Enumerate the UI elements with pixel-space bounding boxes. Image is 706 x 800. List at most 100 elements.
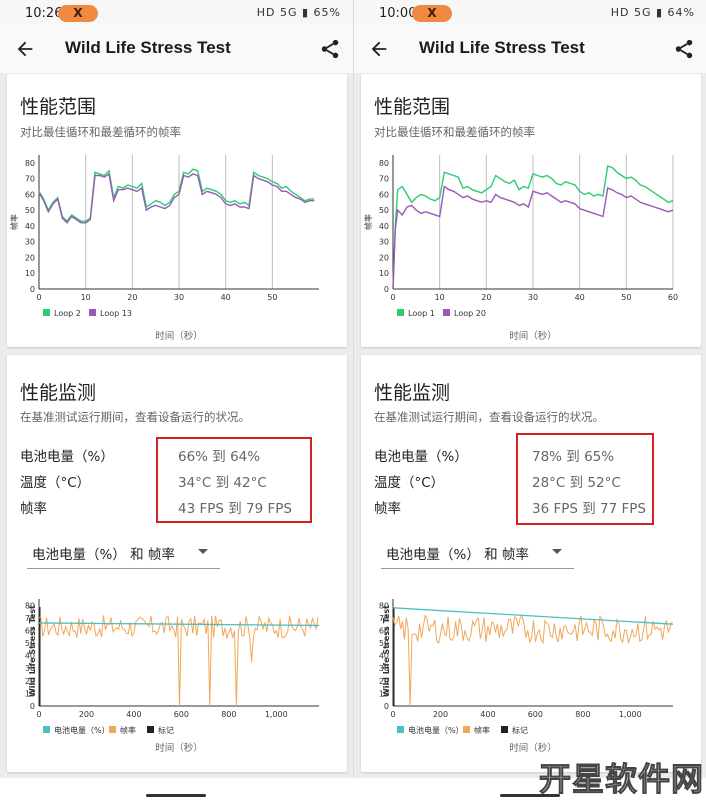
series-line — [38, 168, 315, 223]
metric-dropdown[interactable]: 电池电量（%） 和 帧率 — [381, 537, 574, 569]
y-tick-label: 30 — [379, 664, 389, 673]
legend-label: Loop 2 — [54, 309, 81, 318]
home-indicator[interactable] — [146, 794, 206, 797]
battery-line — [38, 622, 320, 627]
phone-right: 10:00 X HD 5G ▮ 64% Wild Life Stress Tes… — [353, 0, 706, 800]
x-tick-label: 600 — [174, 710, 189, 719]
legend-label: 电池电量（%） — [408, 725, 464, 735]
x-tick-label: 0 — [36, 293, 41, 302]
x-axis-label: 时间（秒） — [155, 330, 203, 342]
card-title: 性能范围 — [374, 96, 451, 118]
performance-range-card: 性能范围 对比最佳循环和最差循环的帧率 0 10 20 30 40 50 60 70 80 0 10… — [7, 74, 347, 347]
x-tick-label: 20 — [481, 293, 491, 302]
card-title: 性能监测 — [20, 382, 97, 404]
x-tick-label: 1,000 — [619, 710, 642, 719]
x-tick-label: 800 — [221, 710, 236, 719]
app-badge-icon: X — [58, 5, 98, 22]
legend-swatch — [443, 309, 450, 316]
share-icon[interactable] — [319, 38, 341, 60]
card-subtitle: 在基准测试运行期间，查看设备运行的状况。 — [374, 410, 604, 424]
y-tick-label: 40 — [379, 222, 389, 231]
y-tick-label: 10 — [379, 269, 389, 278]
legend-swatch — [109, 726, 116, 733]
legend-label: 帧率 — [120, 725, 136, 735]
y-tick-label: 70 — [379, 175, 389, 184]
range-chart: 0 10 20 30 40 50 60 70 80 0 10 20 30 40 50 帧率 Loop 2 Loop… — [9, 155, 319, 342]
x-tick-label: 30 — [528, 293, 538, 302]
navigation-bar: 开星软件网 — [0, 760, 706, 800]
performance-monitor-card: 性能监测 在基准测试运行期间，查看设备运行的状况。 电池电量（%） 78% 到 … — [361, 355, 701, 772]
y-tick-label: 70 — [379, 614, 389, 623]
y-tick-label: 80 — [379, 601, 389, 610]
x-tick-label: 0 — [36, 710, 41, 719]
metric-dropdown[interactable]: 电池电量（%） 和 帧率 — [27, 537, 220, 569]
y-tick-label: 30 — [379, 238, 389, 247]
series-line — [392, 165, 674, 290]
y-tick-label: 80 — [25, 159, 35, 168]
legend-swatch — [147, 726, 154, 733]
x-tick-label: 200 — [79, 710, 94, 719]
x-tick-label: 1,000 — [265, 710, 288, 719]
dropdown-label: 电池电量（%） 和 帧率 — [32, 547, 175, 563]
status-indicators: HD 5G ▮ 64% — [610, 6, 695, 19]
y-tick-label: 40 — [25, 652, 35, 661]
fps-value: 36 FPS 到 77 FPS — [532, 501, 646, 517]
legend-swatch — [397, 309, 404, 316]
back-arrow-icon[interactable] — [14, 38, 36, 60]
y-tick-label: 0 — [30, 285, 35, 294]
battery-value: 66% 到 64% — [178, 449, 261, 465]
y-tick-label: 20 — [379, 253, 389, 262]
x-tick-label: 400 — [480, 710, 495, 719]
marker-label: Wild Life Stress Test — [382, 605, 391, 697]
dropdown-arrow-icon — [198, 549, 208, 554]
status-time: 10:00 — [379, 6, 417, 21]
x-tick-label: 50 — [267, 293, 277, 302]
series-line — [38, 172, 315, 224]
x-axis-label: 时间（秒） — [155, 742, 203, 754]
card-subtitle: 对比最佳循环和最差循环的帧率 — [20, 125, 181, 139]
y-tick-label: 0 — [384, 285, 389, 294]
fps-label: 帧率 — [20, 501, 47, 517]
fps-value: 43 FPS 到 79 FPS — [178, 501, 292, 517]
legend-swatch — [397, 726, 404, 733]
x-tick-label: 0 — [390, 710, 395, 719]
series-line — [392, 185, 674, 290]
y-tick-label: 50 — [379, 206, 389, 215]
y-tick-label: 30 — [25, 238, 35, 247]
temperature-label: 温度（°C） — [374, 475, 445, 491]
home-indicator[interactable] — [500, 794, 560, 797]
legend-label: 标记 — [158, 725, 174, 735]
legend-label: 标记 — [512, 725, 528, 735]
x-tick-label: 40 — [221, 293, 231, 302]
temperature-value: 28°C 到 52°C — [532, 475, 621, 491]
y-tick-label: 50 — [25, 206, 35, 215]
y-tick-label: 50 — [25, 639, 35, 648]
y-tick-label: 40 — [379, 652, 389, 661]
y-tick-label: 70 — [25, 614, 35, 623]
card-title: 性能监测 — [374, 382, 451, 404]
x-axis-label: 时间（秒） — [509, 742, 557, 754]
app-bar: Wild Life Stress Test — [354, 27, 706, 73]
watermark: 开星软件网 — [538, 760, 704, 799]
legend-label: Loop 20 — [454, 309, 486, 318]
x-tick-label: 10 — [435, 293, 445, 302]
back-arrow-icon[interactable] — [368, 38, 390, 60]
x-axis-label: 时间（秒） — [509, 330, 557, 342]
x-tick-label: 400 — [126, 710, 141, 719]
y-tick-label: 70 — [25, 175, 35, 184]
legend-label: Loop 1 — [408, 309, 435, 318]
y-tick-label: 60 — [25, 190, 35, 199]
y-tick-label: 0 — [384, 702, 389, 711]
y-tick-label: 80 — [25, 601, 35, 610]
y-tick-label: 0 — [30, 702, 35, 711]
y-tick-label: 20 — [25, 253, 35, 262]
x-tick-label: 600 — [528, 710, 543, 719]
y-tick-label: 60 — [25, 626, 35, 635]
legend-label: 帧率 — [474, 725, 490, 735]
status-indicators: HD 5G ▮ 65% — [256, 6, 341, 19]
y-axis-label: 帧率 — [363, 214, 373, 230]
y-tick-label: 80 — [379, 159, 389, 168]
share-icon[interactable] — [673, 38, 695, 60]
